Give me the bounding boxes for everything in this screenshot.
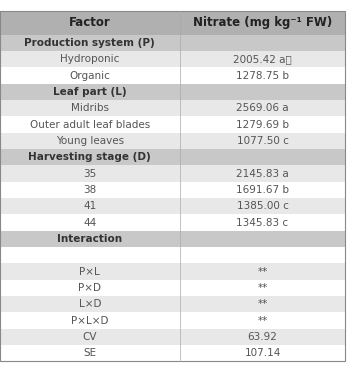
- Bar: [0, 264, 345, 280]
- Bar: [0, 149, 345, 165]
- Text: 63.92: 63.92: [247, 332, 278, 342]
- Text: 1077.50 c: 1077.50 c: [237, 136, 288, 146]
- Text: Organic: Organic: [69, 70, 110, 81]
- Text: P×L: P×L: [79, 266, 100, 277]
- Bar: [0, 296, 345, 312]
- Text: Midribs: Midribs: [71, 103, 109, 113]
- Text: L×D: L×D: [78, 299, 101, 309]
- Text: 41: 41: [83, 201, 97, 211]
- Bar: [0, 133, 345, 149]
- Text: SE: SE: [83, 348, 96, 358]
- Text: Nitrate (mg kg⁻¹ FW): Nitrate (mg kg⁻¹ FW): [193, 16, 332, 29]
- Text: **: **: [258, 283, 268, 293]
- Text: Production system (P): Production system (P): [25, 38, 155, 48]
- Text: 2005.42 aᶓ: 2005.42 aᶓ: [233, 54, 292, 64]
- Text: P×L×D: P×L×D: [71, 315, 108, 326]
- Bar: [0, 100, 345, 116]
- Text: 38: 38: [83, 185, 97, 195]
- Text: Interaction: Interaction: [57, 234, 122, 244]
- Text: Outer adult leaf blades: Outer adult leaf blades: [30, 119, 150, 130]
- Text: Young leaves: Young leaves: [56, 136, 124, 146]
- Text: 44: 44: [83, 218, 97, 227]
- Text: **: **: [258, 266, 268, 277]
- Bar: [0, 247, 345, 263]
- Text: P×D: P×D: [78, 283, 101, 293]
- Text: **: **: [258, 315, 268, 326]
- Text: 1278.75 b: 1278.75 b: [236, 70, 289, 81]
- Bar: [0, 51, 345, 67]
- Text: 107.14: 107.14: [244, 348, 281, 358]
- Bar: [0, 116, 345, 132]
- Bar: [0, 35, 345, 51]
- Bar: [0, 11, 345, 35]
- Bar: [0, 328, 345, 345]
- Bar: [0, 214, 345, 231]
- Text: 2569.06 a: 2569.06 a: [236, 103, 289, 113]
- Text: 1279.69 b: 1279.69 b: [236, 119, 289, 130]
- Text: Leaf part (L): Leaf part (L): [53, 87, 127, 97]
- Text: 2145.83 a: 2145.83 a: [236, 169, 289, 178]
- Bar: [0, 280, 345, 296]
- Bar: [0, 165, 345, 182]
- Bar: [0, 231, 345, 247]
- Bar: [0, 182, 345, 198]
- Text: 1691.67 b: 1691.67 b: [236, 185, 289, 195]
- Text: **: **: [258, 299, 268, 309]
- Text: CV: CV: [83, 332, 97, 342]
- Text: Harvesting stage (D): Harvesting stage (D): [28, 152, 151, 162]
- Bar: [0, 198, 345, 214]
- Text: 1385.00 c: 1385.00 c: [237, 201, 288, 211]
- Bar: [0, 84, 345, 100]
- Text: Hydroponic: Hydroponic: [60, 54, 119, 64]
- Text: 1345.83 c: 1345.83 c: [237, 218, 289, 227]
- Text: 35: 35: [83, 169, 97, 178]
- Bar: [0, 345, 345, 361]
- Bar: [0, 67, 345, 84]
- Text: Factor: Factor: [69, 16, 111, 29]
- Bar: [0, 312, 345, 328]
